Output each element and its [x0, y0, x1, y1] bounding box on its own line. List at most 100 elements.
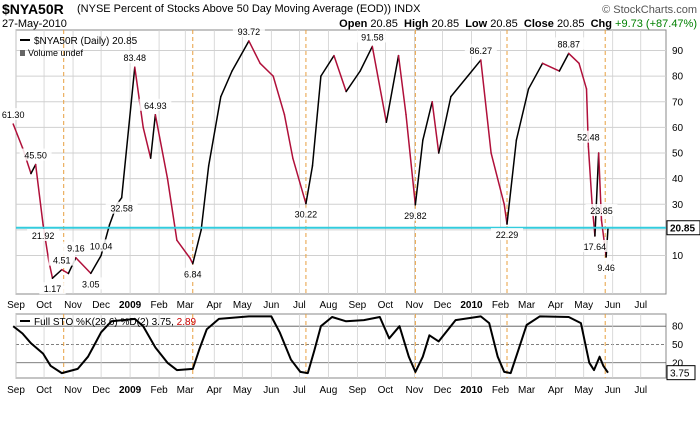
sto-x-tick-label: May [574, 385, 593, 396]
annotation-label: 3.05 [82, 279, 100, 289]
annotation-box [85, 239, 118, 252]
price-x-tick-label: Aug [319, 300, 337, 311]
annotation-label: 91.58 [361, 32, 384, 42]
sto-x-tick-label: 2009 [119, 385, 142, 396]
price-line-segment [466, 59, 482, 77]
annotation-box [592, 260, 620, 273]
annotation-label: 29.82 [404, 211, 427, 221]
sto-x-tick-label: Oct [378, 385, 394, 396]
price-line-segment [414, 139, 424, 206]
sto-y-tick-label: 50 [672, 340, 684, 351]
price-line-segment [587, 145, 593, 206]
last-value-label: 20.85 [670, 224, 695, 235]
annotation-box [118, 51, 151, 64]
annotation-label: 45.50 [24, 151, 47, 161]
annotation-label: 9.46 [597, 263, 615, 273]
price-line-segment [515, 88, 530, 141]
price-line-segment [450, 75, 469, 98]
price-line-segment [75, 256, 92, 275]
price-line-segment [506, 139, 518, 225]
price-line-segment [220, 70, 233, 98]
annotation-box [578, 239, 611, 252]
price-x-tick-label: Jul [634, 300, 647, 311]
annotation-label: 88.87 [557, 39, 580, 49]
price-x-tick-label: Sep [7, 300, 25, 311]
price-line-segment [176, 239, 191, 259]
annotation-box [179, 267, 206, 280]
price-y-tick-label: 10 [672, 251, 684, 262]
price-line-segment [34, 163, 44, 226]
annotation-box [62, 241, 90, 254]
price-line-segment [345, 70, 361, 93]
sto-x-tick-label: Mar [177, 385, 195, 396]
sto-x-tick-label: 2010 [460, 385, 483, 396]
price-x-tick-label: Mar [518, 300, 536, 311]
price-line-segment [12, 123, 24, 149]
price-x-tick-label: Mar [177, 300, 195, 311]
annotation-box [139, 98, 172, 111]
price-line-segment [503, 203, 508, 225]
sto-x-tick-label: Feb [492, 385, 510, 396]
annotation-label: 52.48 [577, 133, 600, 143]
sto-x-tick-label: Jun [263, 385, 279, 396]
price-y-tick-label: 50 [672, 149, 684, 160]
sto-x-tick-label: Sep [7, 385, 25, 396]
price-line-segment [431, 101, 440, 154]
sto-x-tick-label: May [233, 385, 252, 396]
price-line-segment [248, 40, 261, 65]
price-panel-frame [15, 29, 667, 295]
chg-value: +9.73 (+87.47%) [615, 18, 697, 30]
annotation-box [356, 30, 389, 43]
price-line-segment [405, 113, 417, 206]
annotation-box [48, 253, 76, 266]
annotation-label: 6.84 [184, 270, 202, 280]
sto-x-tick-label: Sep [348, 385, 366, 396]
price-legend-label: $NYA50R (Daily) 20.85 [34, 36, 138, 47]
chart-symbol: $NYA50R [2, 1, 64, 17]
annotation-box [289, 207, 322, 220]
annotation-label: 1.17 [44, 284, 62, 294]
sto-y-tick-label: 20 [672, 358, 684, 369]
price-line-segment [371, 45, 388, 124]
volume-legend-icon [20, 50, 25, 56]
sto-x-tick-label: Oct [36, 385, 52, 396]
price-line-segment [120, 66, 136, 199]
price-line-segment [231, 40, 250, 72]
open-label: Open [339, 18, 368, 30]
annotation-label: 23.85 [590, 206, 613, 216]
price-line-segment [359, 45, 374, 72]
price-line-segment [154, 114, 169, 180]
price-x-tick-label: Dec [434, 300, 452, 311]
price-line-segment [166, 177, 178, 241]
annotation-label: 22.29 [496, 230, 519, 240]
price-x-tick-label: 2009 [119, 300, 142, 311]
exchange-label: INDX [394, 3, 421, 15]
sto-y-tick-label: 80 [672, 322, 684, 333]
annotation-label: 9.16 [67, 244, 85, 254]
close-value: 20.85 [556, 18, 585, 30]
price-line-segment [61, 268, 70, 275]
open-value: 20.85 [370, 18, 398, 30]
price-line-segment [259, 62, 274, 77]
price-line-segment [480, 59, 492, 154]
annotation-label: 4.51 [53, 256, 71, 266]
price-x-tick-label: Jun [605, 300, 621, 311]
price-line-segment [397, 54, 407, 116]
price-y-tick-label: 30 [672, 200, 684, 211]
annotation-box [39, 282, 66, 295]
price-x-tick-label: Apr [206, 300, 222, 311]
sto-x-tick-label: Nov [406, 385, 424, 396]
ohlc-readout: Open 20.85 High 20.85 Low 20.85 Close 20… [339, 18, 697, 30]
price-line-segment [149, 114, 157, 159]
price-line-segment [594, 152, 600, 237]
price-line-segment [333, 54, 347, 93]
price-x-tick-label: Sep [348, 300, 366, 311]
last-value-box [666, 220, 700, 236]
sto-k-line [12, 315, 609, 375]
sto-last-value-label: 3.75 [670, 369, 690, 380]
volume-legend-label: Volume undef [28, 48, 84, 58]
chart-date: 27-May-2010 [2, 18, 67, 30]
annotation-label: 21.92 [32, 231, 55, 241]
price-x-tick-label: Dec [92, 300, 110, 311]
